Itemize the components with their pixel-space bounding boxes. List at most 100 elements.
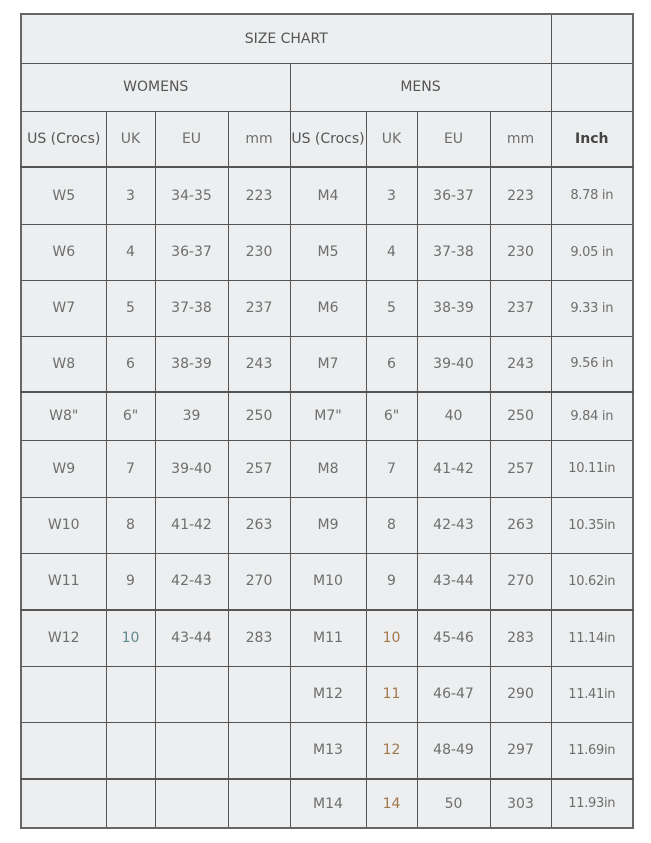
table-cell: 9.84 in (550, 391, 634, 441)
table-cell: 43-44 (154, 609, 229, 667)
table-cell (105, 665, 156, 723)
table-cell: 10.62in (550, 552, 634, 611)
table-cell: 11 (365, 665, 418, 723)
table-cell: M4 (289, 166, 367, 225)
table-row: W10 8 41-42 263 M9 8 42-43 263 10.35in (20, 496, 634, 554)
table-cell: M9 (289, 496, 367, 554)
table-cell: 36-37 (154, 223, 229, 281)
table-cell: 6 (365, 335, 418, 393)
table-cell: 3 (105, 166, 156, 225)
table-cell (227, 778, 291, 829)
table-cell: M13 (289, 721, 367, 780)
table-cell: 243 (489, 335, 552, 393)
table-cell: 230 (489, 223, 552, 281)
table-cell: 283 (227, 609, 291, 667)
table-cell (154, 721, 229, 780)
table-cell: 50 (416, 778, 491, 829)
table-cell: 243 (227, 335, 291, 393)
table-cell: 41-42 (416, 439, 491, 498)
table-row: W12 10 43-44 283 M11 10 45-46 283 11.14in (20, 609, 634, 667)
table-cell: M8 (289, 439, 367, 498)
table-cell (20, 665, 107, 723)
table-cell: 303 (489, 778, 552, 829)
table-cell: W10 (20, 496, 107, 554)
table-cell: 6 (105, 335, 156, 393)
table-cell: 10 (105, 609, 156, 667)
table-cell: 12 (365, 721, 418, 780)
table-cell: 250 (227, 391, 291, 441)
table-cell: 9.56 in (550, 335, 634, 393)
table-cell: 290 (489, 665, 552, 723)
table-cell: W9 (20, 439, 107, 498)
table-row: M13 12 48-49 297 11.69in (20, 721, 634, 780)
table-row: W5 3 34-35 223 M4 3 36-37 223 8.78 in (20, 166, 634, 225)
table-cell: 5 (105, 279, 156, 337)
table-cell: 7 (105, 439, 156, 498)
table-cell: 9.33 in (550, 279, 634, 337)
table-cell: 237 (227, 279, 291, 337)
table-cell: W8 (20, 335, 107, 393)
table-cell (105, 721, 156, 780)
table-cell: 48-49 (416, 721, 491, 780)
table-row: M14 14 50 303 11.93in (20, 778, 634, 829)
size-chart-table: SIZE CHART WOMENS MENS US (Crocs) UK EU mm U… (20, 13, 634, 829)
table-cell: M10 (289, 552, 367, 611)
table-cell: 230 (227, 223, 291, 281)
table-cell: 10.35in (550, 496, 634, 554)
table-cell: 270 (489, 552, 552, 611)
table-cell: 42-43 (154, 552, 229, 611)
table-cell: 45-46 (416, 609, 491, 667)
table-cell: 38-39 (154, 335, 229, 393)
table-cell: 270 (227, 552, 291, 611)
table-cell: 9.05 in (550, 223, 634, 281)
table-row: W8" 6" 39 250 M7" 6" 40 250 9.84 in (20, 391, 634, 441)
table-cell: 7 (365, 439, 418, 498)
table-cell: M14 (289, 778, 367, 829)
table-cell (20, 778, 107, 829)
table-cell: 10 (365, 609, 418, 667)
table-cell (20, 721, 107, 780)
empty-cell (550, 62, 634, 112)
table-cell: 39-40 (416, 335, 491, 393)
table-cell (154, 665, 229, 723)
table-cell: 9 (365, 552, 418, 611)
column-header: UK (365, 110, 418, 168)
table-cell: 10.11in (550, 439, 634, 498)
table-row: W7 5 37-38 237 M6 5 38-39 237 9.33 in (20, 279, 634, 337)
table-cell (154, 778, 229, 829)
table-cell: 37-38 (154, 279, 229, 337)
table-cell: 283 (489, 609, 552, 667)
table-row: W11 9 42-43 270 M10 9 43-44 270 10.62in (20, 552, 634, 611)
table-cell: 11.14in (550, 609, 634, 667)
table-cell: 250 (489, 391, 552, 441)
table-cell: W8" (20, 391, 107, 441)
table-cell: 14 (365, 778, 418, 829)
table-row: W6 4 36-37 230 M5 4 37-38 230 9.05 in (20, 223, 634, 281)
table-cell: W7 (20, 279, 107, 337)
table-cell: M11 (289, 609, 367, 667)
table-cell (227, 665, 291, 723)
empty-cell (550, 13, 634, 64)
table-cell: 257 (489, 439, 552, 498)
column-header: UK (105, 110, 156, 168)
column-header: EU (154, 110, 229, 168)
table-cell: 8 (365, 496, 418, 554)
table-cell: 4 (105, 223, 156, 281)
table-cell: 11.41in (550, 665, 634, 723)
table-cell: 223 (227, 166, 291, 225)
womens-group-header: WOMENS (20, 62, 291, 112)
table-cell: 257 (227, 439, 291, 498)
table-cell: M5 (289, 223, 367, 281)
table-cell: 6" (105, 391, 156, 441)
table-cell: M12 (289, 665, 367, 723)
table-cell: 11.69in (550, 721, 634, 780)
table-cell: 8 (105, 496, 156, 554)
table-row: M12 11 46-47 290 11.41in (20, 665, 634, 723)
table-cell: 3 (365, 166, 418, 225)
table-cell: 37-38 (416, 223, 491, 281)
table-cell: 263 (227, 496, 291, 554)
column-header: US (Crocs) (289, 110, 367, 168)
table-cell: 237 (489, 279, 552, 337)
table-cell: 40 (416, 391, 491, 441)
table-cell: 9 (105, 552, 156, 611)
